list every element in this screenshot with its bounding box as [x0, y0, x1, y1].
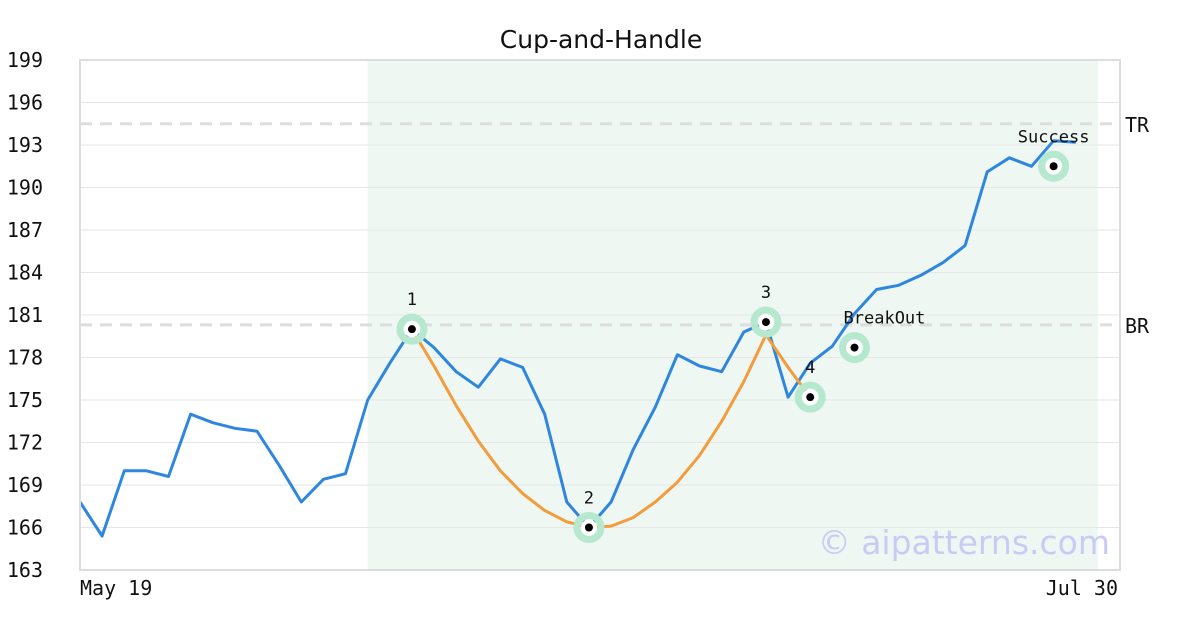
point-label: 2: [584, 489, 594, 509]
point-halo: [573, 512, 605, 543]
level-label-tr: TR: [1125, 113, 1150, 137]
point-label: 1: [407, 290, 417, 310]
series-line-2: [410, 328, 812, 529]
chart-title: Cup-and-Handle: [500, 25, 702, 54]
x-tick-label-start: May 19: [80, 576, 152, 600]
point-halo: [1038, 150, 1070, 182]
series-line-1: [78, 139, 1076, 538]
point-marker: [407, 325, 416, 334]
point-marker: [850, 343, 859, 352]
point-halo: [794, 381, 826, 413]
y-tick-label: 166: [7, 516, 43, 540]
point-halo: [750, 306, 782, 338]
point-marker: [1049, 162, 1058, 171]
point-halo: [396, 313, 428, 345]
y-tick-label: 190: [7, 176, 43, 200]
point-marker: [584, 523, 593, 532]
y-tick-label: 199: [7, 48, 43, 72]
y-tick-label: 172: [7, 431, 43, 455]
y-tick-label: 184: [7, 261, 43, 285]
y-tick-label: 163: [7, 558, 43, 582]
point-marker: [761, 318, 770, 327]
y-tick-label: 169: [7, 473, 43, 497]
y-tick-label: 175: [7, 388, 43, 412]
level-label-br: BR: [1125, 314, 1150, 338]
y-tick-label: 196: [7, 91, 43, 115]
point-marker: [806, 393, 815, 402]
watermark: © aipatterns.com: [818, 523, 1110, 562]
x-tick-label-end: Jul 30: [1046, 576, 1118, 600]
point-label: 4: [805, 358, 815, 378]
point-label: 3: [761, 283, 771, 303]
y-tick-label: 193: [7, 133, 43, 157]
plot-frame: [79, 59, 1121, 571]
y-tick-label: 187: [7, 218, 43, 242]
y-tick-label: 181: [7, 303, 43, 327]
point-halo: [838, 332, 870, 364]
point-label: Success: [1018, 127, 1090, 147]
point-label: BreakOut: [844, 309, 926, 329]
y-tick-label: 178: [7, 346, 43, 370]
